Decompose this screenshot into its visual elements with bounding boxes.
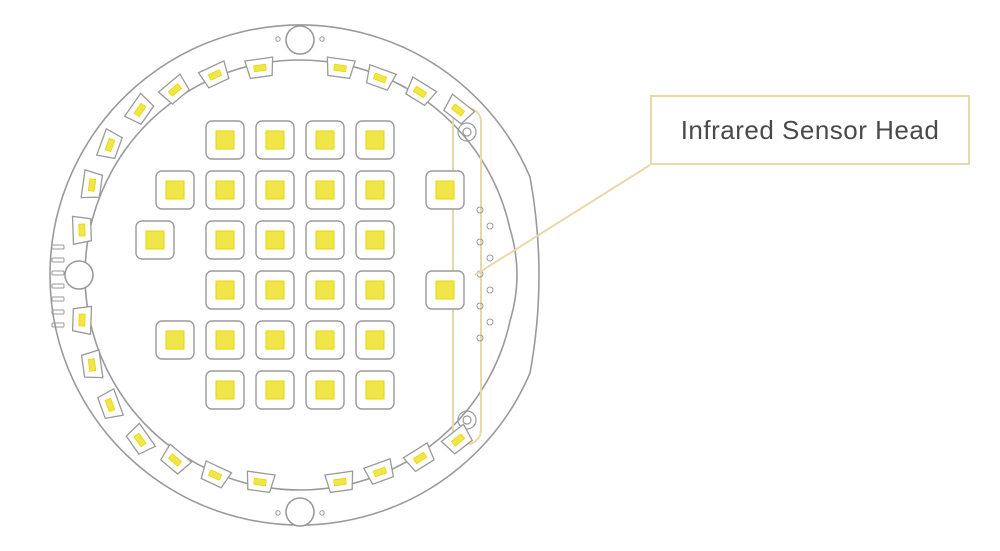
callout-label: Infrared Sensor Head [681,115,940,146]
led-die [166,181,184,199]
led-die [366,181,384,199]
led-die [216,331,234,349]
led-die [216,281,234,299]
led-die [316,181,334,199]
peripheral-led [81,170,103,200]
peripheral-led [325,57,355,79]
led-die [216,181,234,199]
led-die [366,381,384,399]
led-die [216,231,234,249]
led-die [216,381,234,399]
mount-hole [65,261,93,289]
led-die [366,231,384,249]
mount-hole [286,26,314,54]
led-die [366,281,384,299]
outer-body [50,25,539,525]
led-die [166,331,184,349]
mount-hole [286,498,314,526]
peripheral-led [325,471,355,493]
led-die [266,381,284,399]
peripheral-led [81,350,103,380]
led-die [436,181,454,199]
led-die [316,281,334,299]
led-die [266,131,284,149]
led-die [316,331,334,349]
peripheral-led [245,57,275,79]
callout-box: Infrared Sensor Head [650,95,970,165]
led-die [266,181,284,199]
peripheral-led [73,306,92,335]
led-die [316,131,334,149]
led-die [316,231,334,249]
led-die [436,281,454,299]
peripheral-led [73,216,92,245]
device-diagram [0,0,1000,551]
led-die [316,381,334,399]
led-die [266,281,284,299]
led-die [146,231,164,249]
led-die [366,131,384,149]
led-die [266,231,284,249]
peripheral-led [245,471,275,493]
led-die [266,331,284,349]
led-die [366,331,384,349]
led-die [216,131,234,149]
